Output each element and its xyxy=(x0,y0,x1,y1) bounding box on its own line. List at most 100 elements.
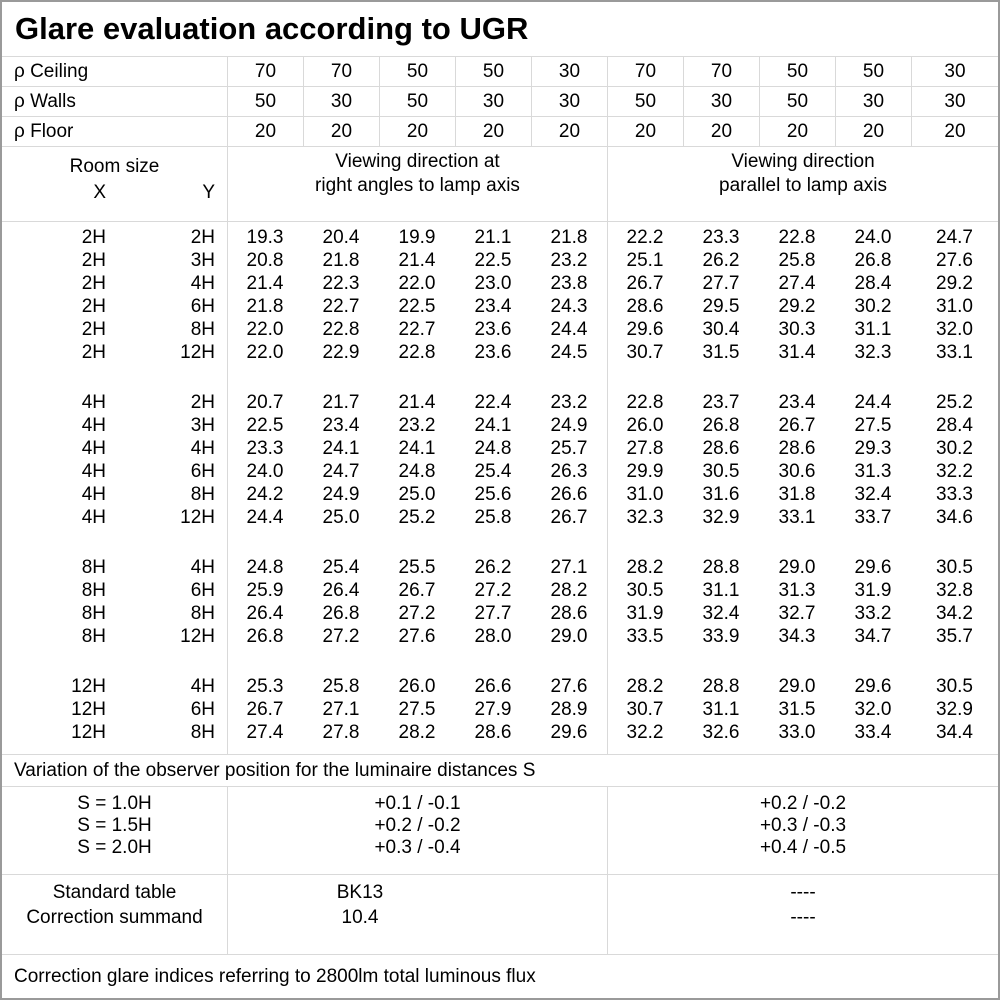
room-size-y: 2H xyxy=(190,227,215,248)
ugr-value: 26.0 xyxy=(626,415,664,436)
reflectance-value: 30 xyxy=(911,57,998,86)
ugr-value: 33.1 xyxy=(936,342,973,363)
ugr-value: 24.9 xyxy=(322,484,360,505)
ugr-value: 22.5 xyxy=(398,296,436,317)
room-size-y: 8H xyxy=(190,603,215,624)
ugr-value: 33.9 xyxy=(702,626,740,647)
reflectance-value: 50 xyxy=(607,87,683,116)
ugr-value: 32.2 xyxy=(936,461,973,482)
ugr-value: 26.2 xyxy=(702,250,740,271)
room-size-y: 8H xyxy=(190,722,215,743)
ugr-value: 24.1 xyxy=(474,415,512,436)
reflectance-row: ρ Floor 20 20 20 20 20 20 20 20 20 20 xyxy=(2,117,998,147)
reflectance-value: 20 xyxy=(455,117,531,146)
ugr-value: 35.7 xyxy=(936,626,973,647)
summary-value: ---- xyxy=(790,882,816,903)
ugr-value: 28.6 xyxy=(778,438,816,459)
ugr-value: 29.2 xyxy=(936,273,973,294)
ugr-value: 28.2 xyxy=(550,580,588,601)
ugr-value: 23.4 xyxy=(322,415,360,436)
ugr-value: 24.4 xyxy=(854,392,892,413)
reflectance-value: 20 xyxy=(683,117,759,146)
ugr-value: 28.4 xyxy=(936,415,973,436)
ugr-value: 29.3 xyxy=(854,438,892,459)
ugr-value: 30.7 xyxy=(626,699,664,720)
ugr-value: 32.2 xyxy=(626,722,664,743)
ugr-value: 27.8 xyxy=(626,438,664,459)
ugr-value: 25.3 xyxy=(246,676,284,697)
ugr-row: 12H 4H 25.3 25.8 26.0 26.6 27.6 28.2 28.8 29.0 29.… xyxy=(2,675,998,698)
ugr-value: 34.4 xyxy=(936,722,973,743)
room-size-y: 12H xyxy=(180,342,215,363)
variation-value: +0.2 / -0.2 xyxy=(759,793,847,814)
ugr-value: 22.0 xyxy=(246,319,284,340)
ugr-value: 22.8 xyxy=(778,227,816,248)
ugr-value: 22.8 xyxy=(626,392,664,413)
ugr-value: 29.0 xyxy=(778,676,816,697)
ugr-value: 29.0 xyxy=(550,626,588,647)
ugr-value: 22.5 xyxy=(246,415,284,436)
room-size-x: 8H xyxy=(81,557,106,578)
ugr-value: 26.6 xyxy=(474,676,512,697)
room-size-x: 4H xyxy=(81,438,106,459)
reflectance-value: 70 xyxy=(227,57,303,86)
reflectance-value: 20 xyxy=(303,117,379,146)
room-size-y: 6H xyxy=(190,461,215,482)
ugr-value: 34.6 xyxy=(936,507,973,528)
reflectance-value: 30 xyxy=(531,87,607,116)
ugr-value: 23.8 xyxy=(550,273,588,294)
ugr-value: 26.4 xyxy=(322,580,360,601)
ugr-value: 24.8 xyxy=(398,461,436,482)
ugr-value: 27.6 xyxy=(398,626,436,647)
ugr-value: 31.5 xyxy=(778,699,816,720)
reflectance-value: 30 xyxy=(835,87,911,116)
reflectance-value: 30 xyxy=(531,57,607,86)
ugr-value: 27.4 xyxy=(778,273,816,294)
ugr-value: 22.7 xyxy=(322,296,360,317)
ugr-value: 26.4 xyxy=(246,603,284,624)
reflectance-section: ρ Ceiling 70 70 50 50 30 70 70 50 50 30 ρ Walls 50 30… xyxy=(2,57,998,147)
ugr-value: 25.2 xyxy=(398,507,436,528)
variation-value: +0.3 / -0.4 xyxy=(374,837,461,858)
room-size-x: 4H xyxy=(81,484,106,505)
ugr-value: 27.9 xyxy=(474,699,512,720)
ugr-value: 27.2 xyxy=(398,603,436,624)
ugr-value: 28.2 xyxy=(398,722,436,743)
ugr-row: 4H 4H 23.3 24.1 24.1 24.8 25.7 27.8 28.6 28.6 29.3… xyxy=(2,437,998,460)
ugr-value: 28.9 xyxy=(550,699,588,720)
luminaire-distance-labels: S = 1.0H S = 1.5H S = 2.0H xyxy=(2,787,227,874)
room-size-x: 2H xyxy=(81,273,106,294)
summary-values-right: ---- ---- xyxy=(607,875,998,954)
ugr-row: 8H 6H 25.9 26.4 26.7 27.2 28.2 30.5 31.1 31.3 31.9… xyxy=(2,579,998,602)
ugr-value: 23.3 xyxy=(702,227,740,248)
room-size-x: 4H xyxy=(81,392,106,413)
ugr-value: 26.8 xyxy=(854,250,892,271)
ugr-row: 8H 8H 26.4 26.8 27.2 27.7 28.6 31.9 32.4 32.7 33.2… xyxy=(2,602,998,625)
distance-label: S = 2.0H xyxy=(77,837,152,858)
room-size-y: 4H xyxy=(190,676,215,697)
room-size-x: 2H xyxy=(81,342,106,363)
ugr-value: 25.8 xyxy=(474,507,512,528)
ugr-value: 32.7 xyxy=(778,603,816,624)
room-size-label: Room size xyxy=(69,156,160,177)
ugr-value: 33.3 xyxy=(936,484,973,505)
x-column-label: X xyxy=(93,182,106,203)
room-size-y: 4H xyxy=(190,557,215,578)
reflectance-label: ρ Floor xyxy=(14,120,74,142)
ugr-row: 8H 4H 24.8 25.4 25.5 26.2 27.1 28.2 28.8 29.0 29.6… xyxy=(2,556,998,579)
room-size-x: 4H xyxy=(81,461,106,482)
ugr-value: 29.6 xyxy=(626,319,664,340)
ugr-values-block: 2H 2H 19.3 20.4 19.9 21.1 21.8 22.2 23.3 22.8 24.0… xyxy=(2,222,998,755)
ugr-value: 31.1 xyxy=(702,699,740,720)
ugr-value: 31.0 xyxy=(626,484,664,505)
ugr-value: 22.7 xyxy=(398,319,436,340)
ugr-value: 25.0 xyxy=(398,484,436,505)
ugr-value: 21.4 xyxy=(398,392,436,413)
ugr-value: 34.2 xyxy=(936,603,973,624)
ugr-value: 24.8 xyxy=(246,557,284,578)
ugr-value: 24.9 xyxy=(550,415,588,436)
ugr-value: 32.4 xyxy=(854,484,892,505)
room-size-x: 12H xyxy=(71,722,106,743)
ugr-value: 31.0 xyxy=(936,296,973,317)
room-size-y: 12H xyxy=(180,507,215,528)
